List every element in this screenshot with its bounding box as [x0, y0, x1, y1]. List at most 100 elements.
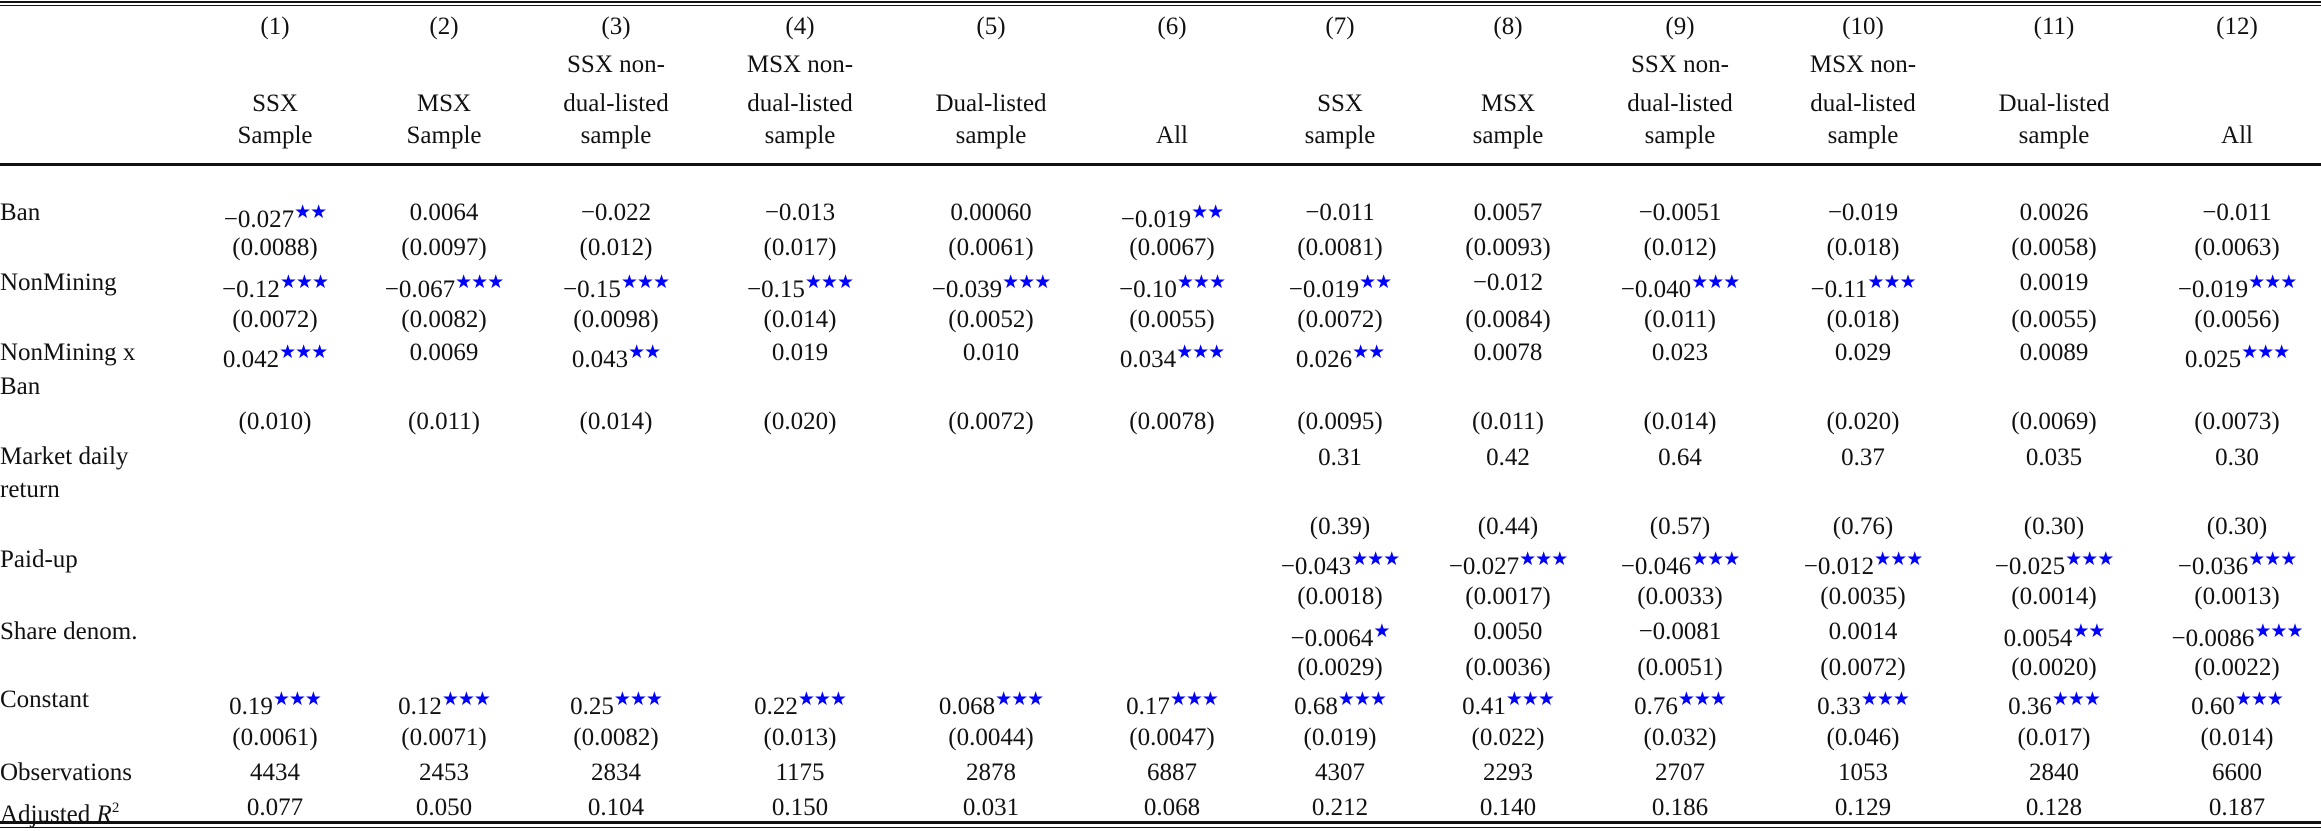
row-label: Constant — [0, 686, 89, 713]
coefficient-value: 0.42 — [1486, 444, 1530, 471]
significance-stars: ★★ — [294, 202, 327, 223]
coefficient-cell: −0.15★★★ — [563, 268, 670, 305]
coefficient-cell: −0.0051 — [1639, 198, 1722, 228]
coefficient-cell: −0.0064★ — [1291, 617, 1391, 654]
coefficient-cell: 0.0019 — [2020, 268, 2089, 298]
significance-stars: ★ — [1373, 621, 1390, 642]
standard-error-cell: (0.0084) — [1465, 306, 1551, 333]
coefficient-cell: −0.15★★★ — [747, 268, 854, 305]
significance-stars: ★★★ — [2241, 342, 2290, 363]
coefficient-cell: −0.036★★★ — [2178, 545, 2297, 582]
standard-error-cell: (0.0081) — [1297, 234, 1383, 261]
coefficient-cell: 0.042★★★ — [223, 338, 328, 375]
standard-error-cell: (0.0072) — [232, 306, 318, 333]
coefficient-cell: 0.33★★★ — [1817, 685, 1910, 722]
row-label: Share denom. — [0, 618, 138, 645]
bottom-rule — [0, 827, 2321, 828]
coefficient-value: −0.039 — [931, 276, 1003, 303]
standard-error-cell: (0.0051) — [1637, 654, 1723, 681]
coefficient-value: −0.0086 — [2171, 625, 2255, 652]
standard-error-cell: (0.0055) — [1129, 306, 1215, 333]
coefficient-cell: 0.42 — [1486, 443, 1530, 473]
coefficient-cell: 0.76★★★ — [1634, 685, 1727, 722]
column-header-line: SSX non- — [567, 51, 665, 78]
stat-label-sup: 2 — [111, 800, 120, 816]
standard-error-cell: (0.0067) — [1129, 234, 1215, 261]
standard-error-cell: (0.0033) — [1637, 583, 1723, 610]
standard-error-cell: (0.0035) — [1820, 583, 1906, 610]
coefficient-cell: −0.019★★ — [1120, 198, 1224, 235]
stat-value: 2707 — [1655, 759, 1705, 786]
standard-error-cell: (0.0098) — [573, 306, 659, 333]
significance-stars: ★★★ — [1002, 272, 1051, 293]
column-header-line: dual-listed — [1627, 90, 1733, 117]
column-header-line: sample — [580, 122, 652, 149]
standard-error-cell: (0.0017) — [1465, 583, 1551, 610]
significance-stars: ★★★ — [1176, 342, 1225, 363]
coefficient-value: −0.043 — [1280, 553, 1352, 580]
column-header-line: MSX — [416, 90, 472, 117]
standard-error-cell: (0.0082) — [573, 724, 659, 751]
coefficient-value: 0.0057 — [1473, 199, 1543, 226]
coefficient-value: 0.0078 — [1473, 339, 1543, 366]
coefficient-cell: 0.025★★★ — [2185, 338, 2290, 375]
significance-stars: ★★ — [1359, 272, 1392, 293]
coefficient-value: 0.30 — [2215, 444, 2259, 471]
coefficient-value: −0.0051 — [1638, 199, 1722, 226]
coefficient-cell: 0.043★★ — [572, 338, 661, 375]
stat-value: 2840 — [2029, 759, 2079, 786]
coefficient-value: −0.019 — [1120, 206, 1192, 233]
significance-stars: ★★★ — [1874, 549, 1923, 570]
significance-stars: ★★★ — [272, 689, 322, 710]
standard-error-cell: (0.0036) — [1465, 654, 1551, 681]
standard-error-cell: (0.017) — [763, 234, 837, 261]
column-header-line: Dual-listed — [935, 90, 1047, 117]
standard-error-cell: (0.018) — [1826, 234, 1900, 261]
coefficient-cell: −0.011 — [2202, 198, 2271, 228]
standard-error-cell: (0.0047) — [1129, 724, 1215, 751]
stat-value: 0.104 — [587, 794, 645, 821]
coefficient-cell: −0.11★★★ — [1810, 268, 1916, 305]
standard-error-cell: (0.032) — [1643, 724, 1717, 751]
coefficient-cell: 0.64 — [1658, 443, 1702, 473]
column-header-line: sample — [1644, 122, 1716, 149]
header-rule — [0, 163, 2321, 166]
stat-value: 0.212 — [1311, 794, 1369, 821]
coefficient-cell: 0.0089 — [2020, 338, 2089, 368]
row-label: NonMining — [0, 269, 117, 296]
stat-value: 0.031 — [962, 794, 1020, 821]
significance-stars: ★★★ — [1519, 549, 1568, 570]
coefficient-value: 0.68 — [1294, 693, 1338, 720]
row-label: Paid-up — [0, 546, 78, 573]
column-number: (3) — [601, 13, 631, 40]
column-header-line: sample — [1472, 122, 1544, 149]
stat-value: 0.186 — [1651, 794, 1709, 821]
coefficient-value: 0.068 — [938, 693, 996, 720]
coefficient-value: −0.15 — [563, 276, 621, 303]
significance-stars: ★★★ — [1505, 689, 1555, 710]
standard-error-cell: (0.0061) — [232, 724, 318, 751]
standard-error-cell: (0.0073) — [2194, 408, 2280, 435]
coefficient-cell: 0.0078 — [1474, 338, 1543, 368]
standard-error-cell: (0.011) — [408, 408, 480, 435]
coefficient-value: −0.012 — [1803, 553, 1875, 580]
coefficient-cell: −0.067★★★ — [385, 268, 504, 305]
coefficient-value: −0.11 — [1810, 276, 1868, 303]
column-header-line: All — [2221, 122, 2253, 149]
standard-error-cell: (0.012) — [579, 234, 653, 261]
standard-error-cell: (0.0013) — [2194, 583, 2280, 610]
coefficient-value: 0.023 — [1651, 339, 1709, 366]
coefficient-cell: −0.012 — [1473, 268, 1543, 298]
significance-stars: ★★ — [628, 342, 661, 363]
coefficient-cell: −0.039★★★ — [931, 268, 1051, 305]
coefficient-cell: 0.0057 — [1474, 198, 1543, 228]
standard-error-cell: (0.0029) — [1297, 654, 1383, 681]
coefficient-value: 0.0026 — [2019, 199, 2089, 226]
standard-error-cell: (0.30) — [2023, 513, 2085, 540]
significance-stars: ★★★ — [455, 272, 504, 293]
standard-error-cell: (0.0044) — [948, 724, 1034, 751]
coefficient-cell: 0.36★★★ — [2008, 685, 2101, 722]
coefficient-value: 0.034 — [1119, 346, 1177, 373]
coefficient-cell: 0.0026 — [2020, 198, 2089, 228]
coefficient-value: 0.029 — [1834, 339, 1892, 366]
